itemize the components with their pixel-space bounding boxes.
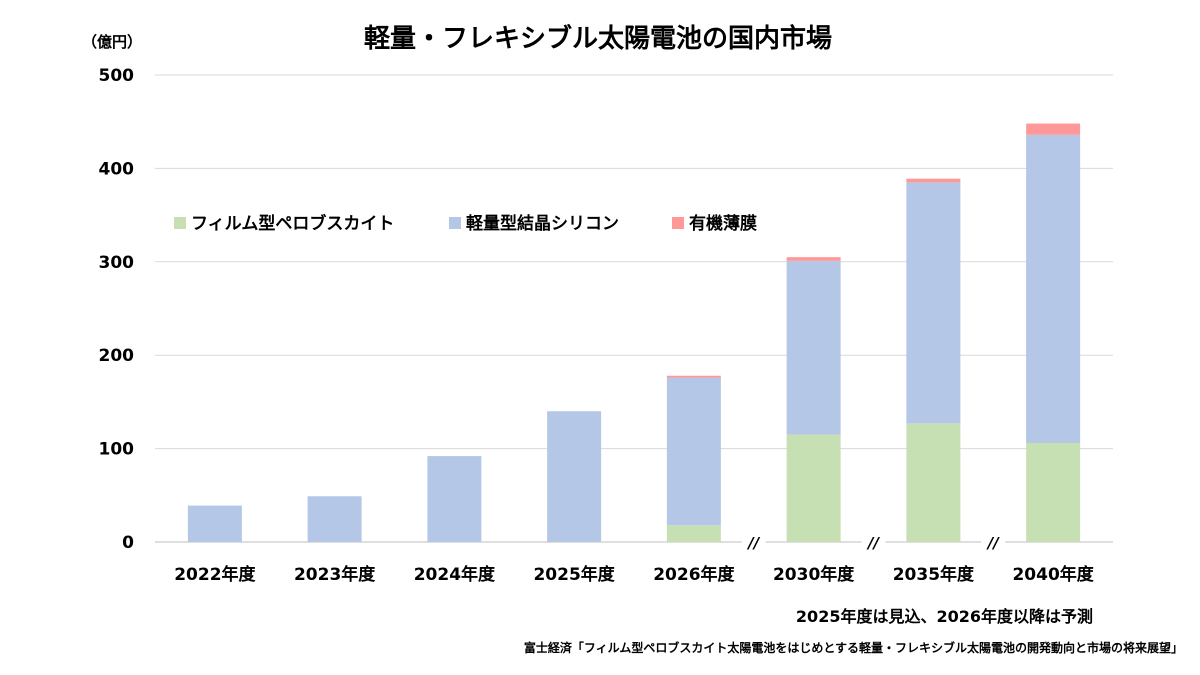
x-tick-label: 2026年度 (653, 564, 735, 585)
legend-label: 有機薄膜 (689, 213, 757, 234)
bar-segment-series-3 (1026, 123, 1081, 135)
x-tick-label: 2035年度 (893, 564, 975, 585)
y-tick-label: 400 (99, 159, 135, 179)
bar-segment-series-1 (906, 423, 961, 542)
y-tick-label: 200 (99, 346, 135, 366)
legend-swatch (672, 217, 684, 229)
bar-segment-series-1 (666, 525, 721, 542)
legend-label: 軽量型結晶シリコン (466, 213, 619, 234)
chart-title: 軽量・フレキシブル太陽電池の国内市場 (364, 23, 832, 54)
forecast-note: 2025年度は見込、2026年度以降は予測 (796, 607, 1093, 626)
y-tick-label: 300 (99, 253, 135, 273)
bar-segment-series-1 (786, 434, 841, 542)
axis-break-gap (981, 538, 1006, 546)
y-axis-unit-label: （億円） (82, 33, 142, 51)
bar-segment-series-3 (906, 178, 961, 183)
bar-segment-series-2 (547, 411, 602, 542)
axis-break-mark: // (866, 534, 880, 552)
y-tick-label: 0 (122, 533, 134, 553)
bar-segment-series-2 (906, 182, 961, 424)
axis-break-marks: // // // (741, 534, 1006, 552)
bar-segment-series-2 (187, 505, 242, 542)
bar-segment-series-3 (666, 375, 721, 378)
source-credit: 富士経済「フィルム型ペロブスカイト太陽電池をはじめとする軽量・フレキシブル太陽電… (524, 640, 1183, 655)
x-tick-labels: 2022年度 2023年度 2024年度 2025年度 2026年度 2030年度 2035… (174, 564, 1095, 585)
bars (187, 123, 1081, 542)
axis-break-gap (861, 538, 886, 546)
axis-break-gap (741, 538, 766, 546)
bar-segment-series-2 (427, 456, 482, 542)
y-tick-label: 100 (99, 440, 135, 460)
x-tick-label: 2023年度 (294, 564, 376, 585)
x-tick-label: 2024年度 (414, 564, 496, 585)
bar-segment-series-2 (786, 260, 841, 435)
legend: フィルム型ペロブスカイト 軽量型結晶シリコン 有機薄膜 (174, 213, 757, 234)
axis-break-mark: // (986, 534, 1000, 552)
x-tick-label: 2040年度 (1012, 564, 1094, 585)
gridlines (155, 74, 1113, 543)
y-tick-labels: 0 100 200 300 400 500 (99, 66, 135, 553)
axis-break-mark: // (746, 534, 760, 552)
legend-label: フィルム型ペロブスカイト (191, 213, 394, 234)
legend-swatch (174, 217, 186, 229)
bar-segment-series-2 (1026, 134, 1081, 443)
x-tick-label: 2030年度 (773, 564, 855, 585)
legend-swatch (449, 217, 461, 229)
y-tick-label: 500 (99, 66, 135, 86)
bar-segment-series-1 (1026, 442, 1081, 542)
bar-segment-series-3 (786, 257, 841, 261)
x-tick-label: 2022年度 (174, 564, 256, 585)
bar-segment-series-2 (666, 377, 721, 526)
bar-segment-series-2 (307, 496, 362, 542)
x-tick-label: 2025年度 (533, 564, 615, 585)
